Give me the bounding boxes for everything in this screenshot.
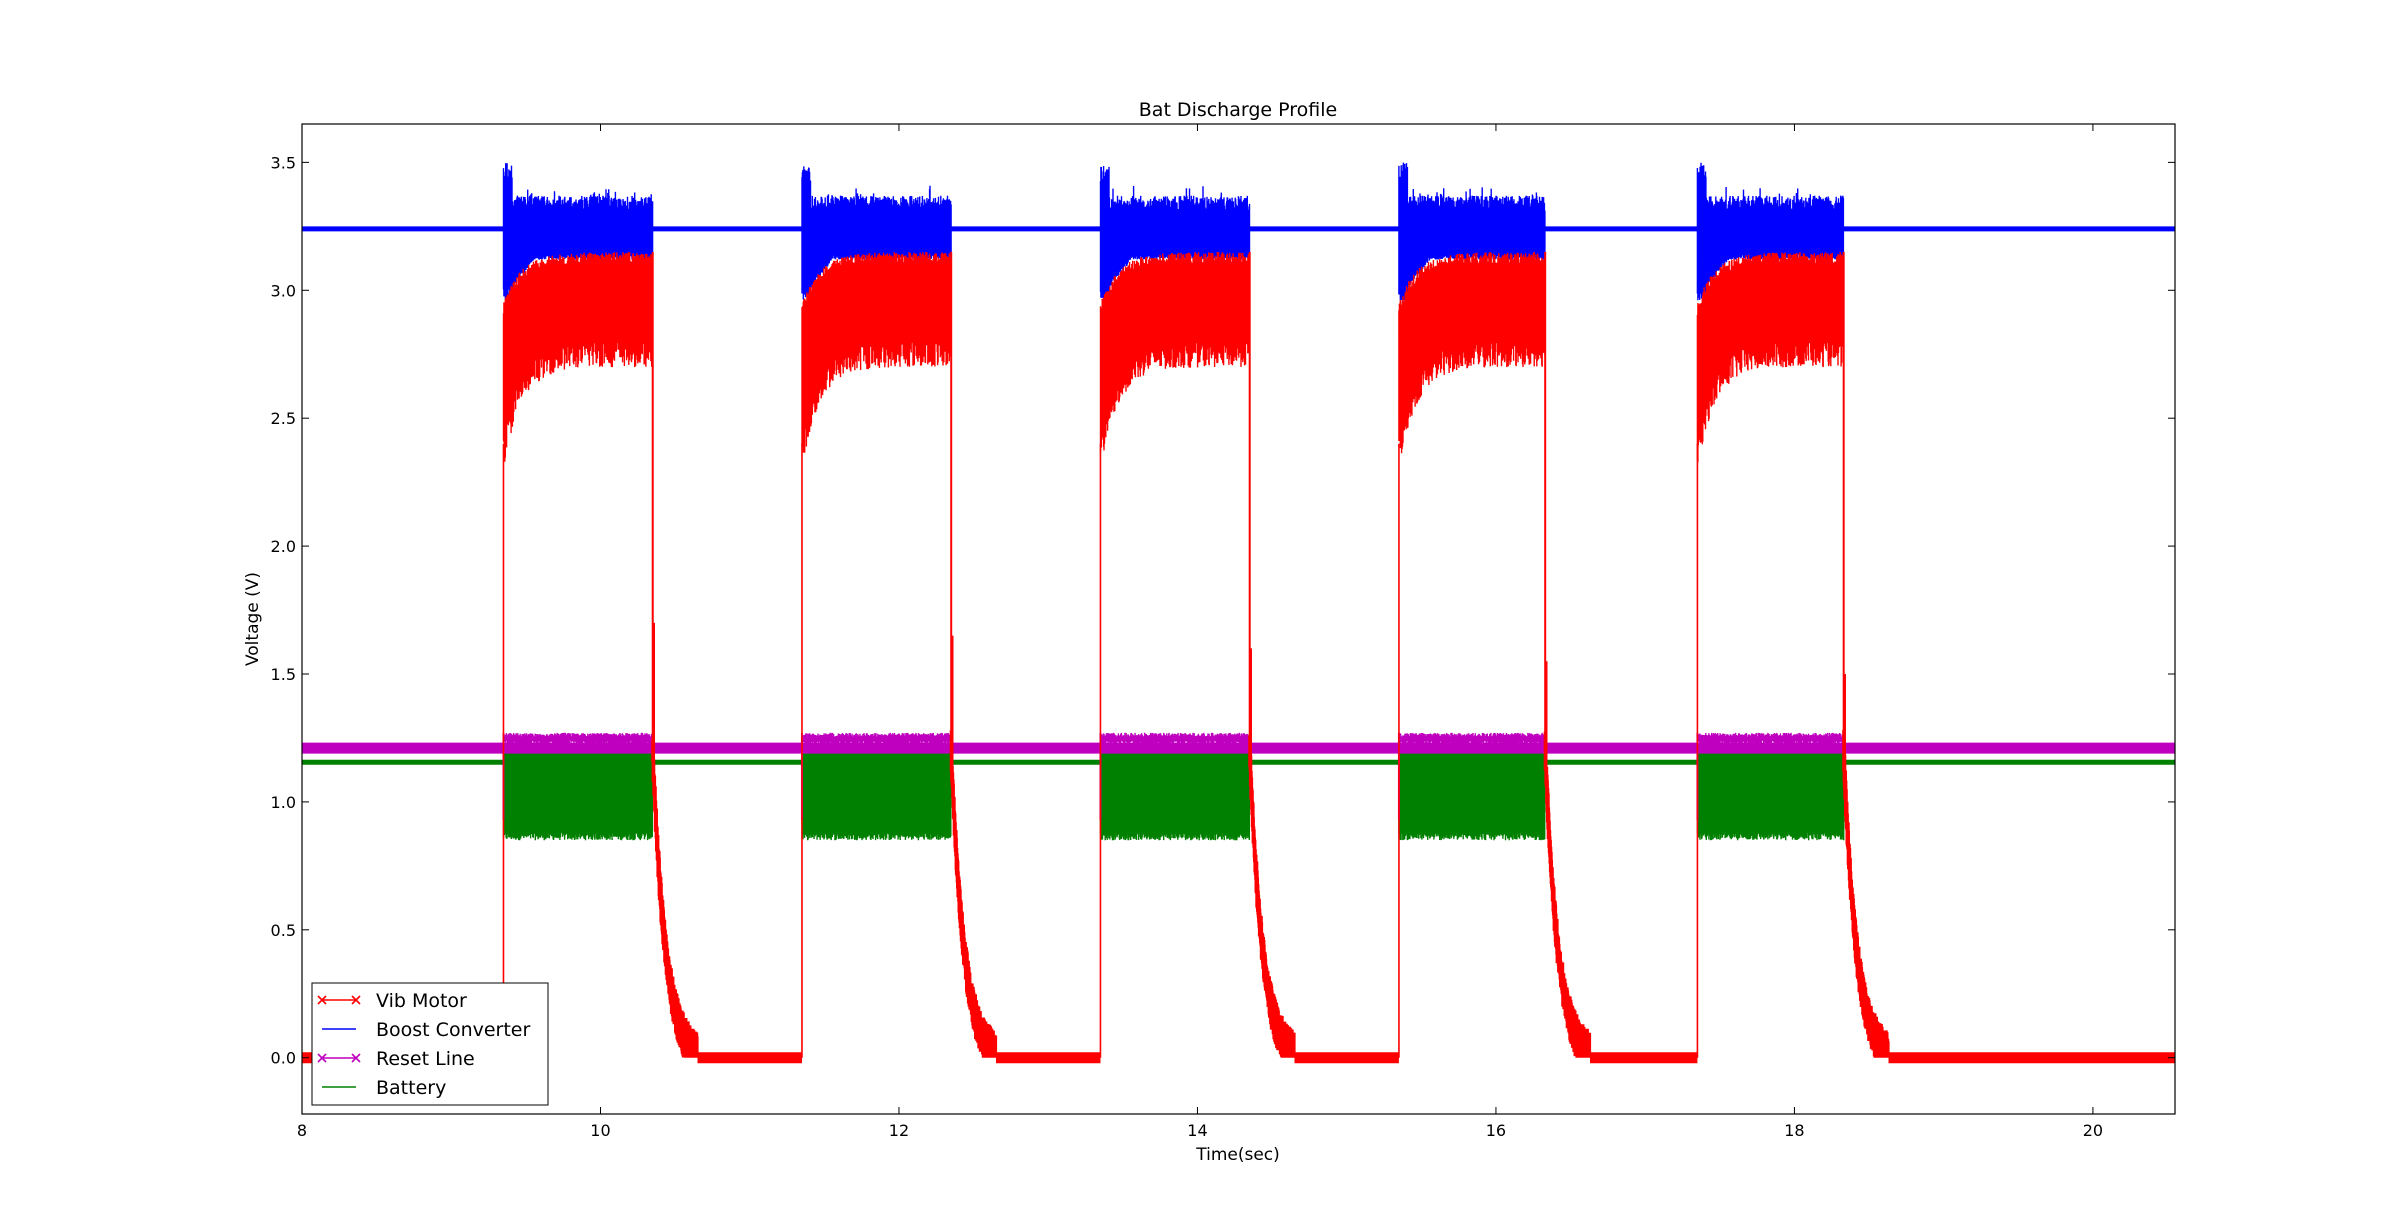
y-tick-label-6: 3.0 [271, 281, 296, 300]
y-tick-label-3: 1.5 [271, 665, 296, 684]
legend-label-reset-line: Reset Line [376, 1048, 475, 1070]
y-tick-label-2: 1.0 [271, 793, 296, 812]
series-reset-line [302, 732, 2175, 820]
vib-motor-decay-2 [949, 730, 998, 1058]
boost-converter-pulse-1 [502, 163, 654, 301]
chart-title: Bat Discharge Profile [1139, 99, 1337, 121]
battery-pulse-2 [801, 745, 952, 841]
battery-pulse-5 [1696, 745, 1845, 841]
vib-motor-pulse-3 [1099, 252, 1251, 452]
vib-motor-pulse-1 [502, 252, 654, 462]
y-tick-label-5: 2.5 [271, 409, 296, 428]
boost-converter-pulse-3 [1099, 166, 1251, 301]
y-tick-label-4: 2.0 [271, 537, 296, 556]
x-tick-label-1: 10 [590, 1121, 610, 1140]
series-boost-converter [302, 162, 2175, 301]
x-tick-label-0: 8 [297, 1121, 307, 1140]
legend-label-boost-converter: Boost Converter [376, 1019, 530, 1041]
ticks-layer: 8 10 12 14 16 18 20 0.0 0.5 1.0 1.5 2.0 2.5 3.0 3.5 [271, 124, 2175, 1140]
y-tick-label-0: 0.0 [271, 1049, 296, 1068]
legend-marker-reset-line-0 [317, 1053, 327, 1063]
vib-motor-pulse-4 [1398, 251, 1546, 454]
legend: Vib Motor Boost Converter Reset Line Batter… [311, 982, 549, 1106]
battery-pulse-1 [502, 745, 653, 841]
battery-pulse-4 [1398, 745, 1546, 841]
x-tick-label-5: 18 [1784, 1121, 1804, 1140]
battery-pulse-3 [1099, 745, 1250, 841]
legend-marker-reset-line-1 [351, 1053, 361, 1063]
plot-frame [301, 123, 2176, 1115]
boost-converter-pulse-2 [801, 166, 952, 300]
vib-motor-decay-5 [1842, 729, 1890, 1058]
y-axis-label: Voltage (V) [243, 572, 263, 666]
vib-motor-decay-1 [651, 737, 699, 1058]
legend-box [311, 982, 549, 1106]
x-tick-label-6: 20 [2083, 1121, 2103, 1140]
vib-motor-pulse-2 [801, 252, 952, 453]
legend-label-vib-motor: Vib Motor [376, 990, 467, 1012]
x-tick-label-2: 12 [889, 1121, 909, 1140]
legend-label-battery: Battery [376, 1077, 446, 1099]
y-tick-label-7: 3.5 [271, 153, 296, 172]
vib-motor-decay-4 [1543, 731, 1592, 1058]
boost-converter-pulse-4 [1398, 162, 1546, 301]
x-tick-label-3: 14 [1187, 1121, 1207, 1140]
vib-motor-decay-3 [1248, 734, 1296, 1058]
boost-converter-pulse-5 [1696, 162, 1845, 301]
legend-marker-vib-motor-0 [317, 995, 327, 1005]
x-tick-label-4: 16 [1486, 1121, 1506, 1140]
vib-motor-pulse-5 [1696, 252, 1845, 463]
series-battery [302, 745, 2175, 841]
y-tick-label-1: 0.5 [271, 921, 296, 940]
x-axis-label: Time(sec) [1195, 1145, 1280, 1165]
legend-marker-vib-motor-1 [351, 995, 361, 1005]
